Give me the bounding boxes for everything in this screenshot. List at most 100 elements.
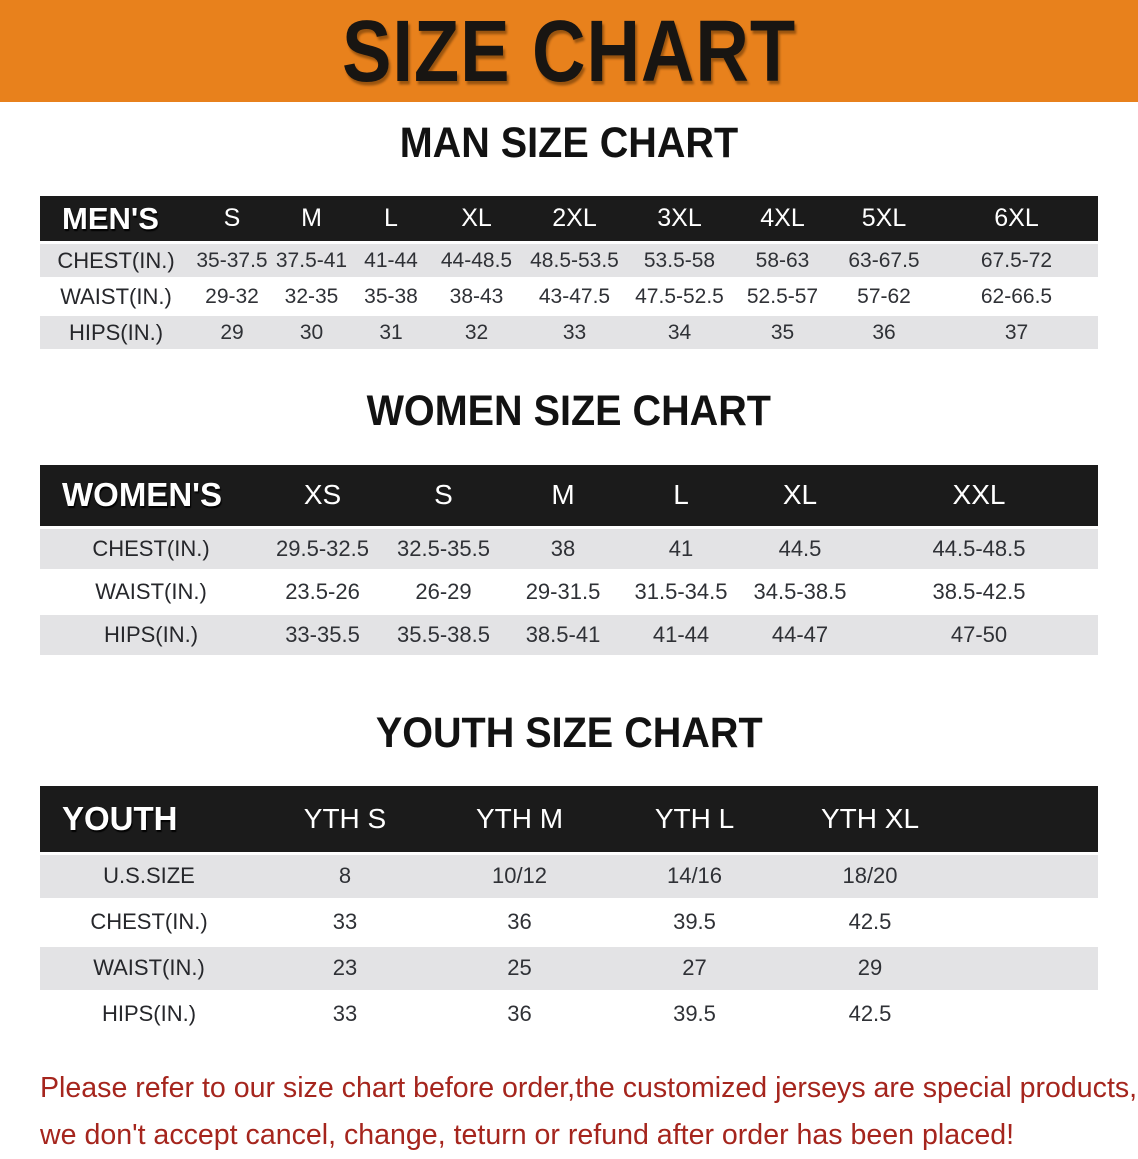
men-section-heading-text: MAN SIZE CHART bbox=[399, 119, 739, 167]
size-value: 67.5-72 bbox=[935, 244, 1098, 278]
size-table-header-row: YOUTH YTH S YTH M YTH L YTH XL bbox=[40, 785, 1098, 852]
size-value: 41-44 bbox=[622, 614, 740, 655]
size-table-row: U.S.SIZE 8 10/12 14/16 18/20 bbox=[40, 854, 1098, 898]
women-size-chart-section: WOMEN SIZE CHART WOMEN'S XS S M L XL XXL CHEST(… bbox=[0, 387, 1138, 657]
size-value: 38-43 bbox=[431, 280, 522, 314]
size-value: 23.5-26 bbox=[262, 571, 383, 612]
size-column-header: YTH S bbox=[258, 785, 432, 852]
measurement-label: U.S.SIZE bbox=[40, 854, 258, 898]
row-filler bbox=[958, 992, 1098, 1036]
size-value: 39.5 bbox=[607, 900, 782, 944]
disclaimer-line-2: we don't accept cancel, change, teturn o… bbox=[40, 1118, 1015, 1151]
youth-size-chart-section: YOUTH SIZE CHART YOUTH YTH S YTH M YTH L YTH… bbox=[0, 708, 1138, 1039]
size-value: 57-62 bbox=[833, 280, 935, 314]
size-value: 36 bbox=[833, 316, 935, 350]
measurement-label: HIPS(IN.) bbox=[40, 316, 192, 350]
size-table-header-row: MEN'S S M L XL 2XL 3XL 4XL 5XL 6XL bbox=[40, 196, 1098, 242]
size-table-row: WAIST(IN.) 23.5-26 26-29 29-31.5 31.5-34.5 34… bbox=[40, 571, 1098, 612]
size-value: 31.5-34.5 bbox=[622, 571, 740, 612]
youth-section-heading-text: YOUTH SIZE CHART bbox=[375, 708, 763, 757]
size-value: 33-35.5 bbox=[262, 614, 383, 655]
size-column-header: 6XL bbox=[935, 196, 1098, 242]
size-value: 48.5-53.5 bbox=[522, 244, 627, 278]
size-value: 34.5-38.5 bbox=[740, 571, 860, 612]
size-column-header: 2XL bbox=[522, 196, 627, 242]
size-value: 32 bbox=[431, 316, 522, 350]
size-value: 58-63 bbox=[732, 244, 833, 278]
size-table-row: CHEST(IN.) 33 36 39.5 42.5 bbox=[40, 900, 1098, 944]
size-table-title: MEN'S bbox=[40, 196, 192, 242]
size-value: 35-38 bbox=[351, 280, 431, 314]
size-value: 34 bbox=[627, 316, 732, 350]
row-filler bbox=[958, 854, 1098, 898]
size-table-row: CHEST(IN.) 29.5-32.5 32.5-35.5 38 41 44.5 44.5… bbox=[40, 528, 1098, 569]
size-value: 31 bbox=[351, 316, 431, 350]
size-column-header: M bbox=[504, 464, 622, 526]
order-disclaimer: Please refer to our size chart before or… bbox=[40, 1065, 1138, 1159]
size-value: 25 bbox=[432, 946, 607, 990]
size-table-row: HIPS(IN.) 29 30 31 32 33 34 35 36 37 bbox=[40, 316, 1098, 350]
size-value: 32.5-35.5 bbox=[383, 528, 504, 569]
size-column-header: YTH XL bbox=[782, 785, 958, 852]
measurement-label: WAIST(IN.) bbox=[40, 280, 192, 314]
size-table-title: WOMEN'S bbox=[40, 464, 262, 526]
row-filler bbox=[958, 900, 1098, 944]
size-column-header: L bbox=[351, 196, 431, 242]
women-section-heading-text: WOMEN SIZE CHART bbox=[366, 387, 772, 436]
size-column-header: 4XL bbox=[732, 196, 833, 242]
size-value: 47-50 bbox=[860, 614, 1098, 655]
size-value: 14/16 bbox=[607, 854, 782, 898]
size-table-row: HIPS(IN.) 33 36 39.5 42.5 bbox=[40, 992, 1098, 1036]
size-value: 63-67.5 bbox=[833, 244, 935, 278]
size-value: 44-47 bbox=[740, 614, 860, 655]
size-value: 35.5-38.5 bbox=[383, 614, 504, 655]
size-value: 32-35 bbox=[272, 280, 351, 314]
youth-size-table: YOUTH YTH S YTH M YTH L YTH XL U.S.SIZE 8 10/12… bbox=[40, 783, 1098, 1039]
size-table-title: YOUTH bbox=[40, 785, 258, 852]
size-value: 42.5 bbox=[782, 992, 958, 1036]
size-column-header: 5XL bbox=[833, 196, 935, 242]
header-filler bbox=[958, 785, 1098, 852]
size-column-header: S bbox=[192, 196, 272, 242]
size-value: 29-31.5 bbox=[504, 571, 622, 612]
size-value: 42.5 bbox=[782, 900, 958, 944]
size-value: 52.5-57 bbox=[732, 280, 833, 314]
size-table-row: CHEST(IN.) 35-37.5 37.5-41 41-44 44-48.5 48.5… bbox=[40, 244, 1098, 278]
size-value: 27 bbox=[607, 946, 782, 990]
size-value: 33 bbox=[522, 316, 627, 350]
size-column-header: XS bbox=[262, 464, 383, 526]
size-value: 47.5-52.5 bbox=[627, 280, 732, 314]
youth-section-heading: YOUTH SIZE CHART bbox=[0, 708, 1138, 757]
size-value: 10/12 bbox=[432, 854, 607, 898]
men-size-table: MEN'S S M L XL 2XL 3XL 4XL 5XL 6XL CHEST(IN.) 35-37… bbox=[40, 193, 1098, 352]
size-value: 36 bbox=[432, 900, 607, 944]
size-value: 38 bbox=[504, 528, 622, 569]
size-value: 41-44 bbox=[351, 244, 431, 278]
size-value: 44.5 bbox=[740, 528, 860, 569]
size-value: 18/20 bbox=[782, 854, 958, 898]
size-value: 62-66.5 bbox=[935, 280, 1098, 314]
measurement-label: CHEST(IN.) bbox=[40, 900, 258, 944]
size-column-header: M bbox=[272, 196, 351, 242]
size-value: 38.5-42.5 bbox=[860, 571, 1098, 612]
size-value: 29 bbox=[782, 946, 958, 990]
size-value: 37.5-41 bbox=[272, 244, 351, 278]
size-value: 35 bbox=[732, 316, 833, 350]
size-table-header-row: WOMEN'S XS S M L XL XXL bbox=[40, 464, 1098, 526]
men-size-chart-section: MAN SIZE CHART MEN'S S M L XL 2XL 3XL 4XL 5XL 6XL… bbox=[0, 119, 1138, 352]
size-value: 38.5-41 bbox=[504, 614, 622, 655]
size-value: 23 bbox=[258, 946, 432, 990]
size-value: 39.5 bbox=[607, 992, 782, 1036]
size-value: 30 bbox=[272, 316, 351, 350]
measurement-label: WAIST(IN.) bbox=[40, 571, 262, 612]
size-table-row: WAIST(IN.) 23 25 27 29 bbox=[40, 946, 1098, 990]
size-value: 29.5-32.5 bbox=[262, 528, 383, 569]
size-value: 44.5-48.5 bbox=[860, 528, 1098, 569]
disclaimer-line-1: Please refer to our size chart before or… bbox=[40, 1071, 1138, 1104]
size-value: 36 bbox=[432, 992, 607, 1036]
size-value: 29-32 bbox=[192, 280, 272, 314]
measurement-label: HIPS(IN.) bbox=[40, 614, 262, 655]
size-table-row: HIPS(IN.) 33-35.5 35.5-38.5 38.5-41 41-44 44-… bbox=[40, 614, 1098, 655]
size-value: 37 bbox=[935, 316, 1098, 350]
size-column-header: XXL bbox=[860, 464, 1098, 526]
